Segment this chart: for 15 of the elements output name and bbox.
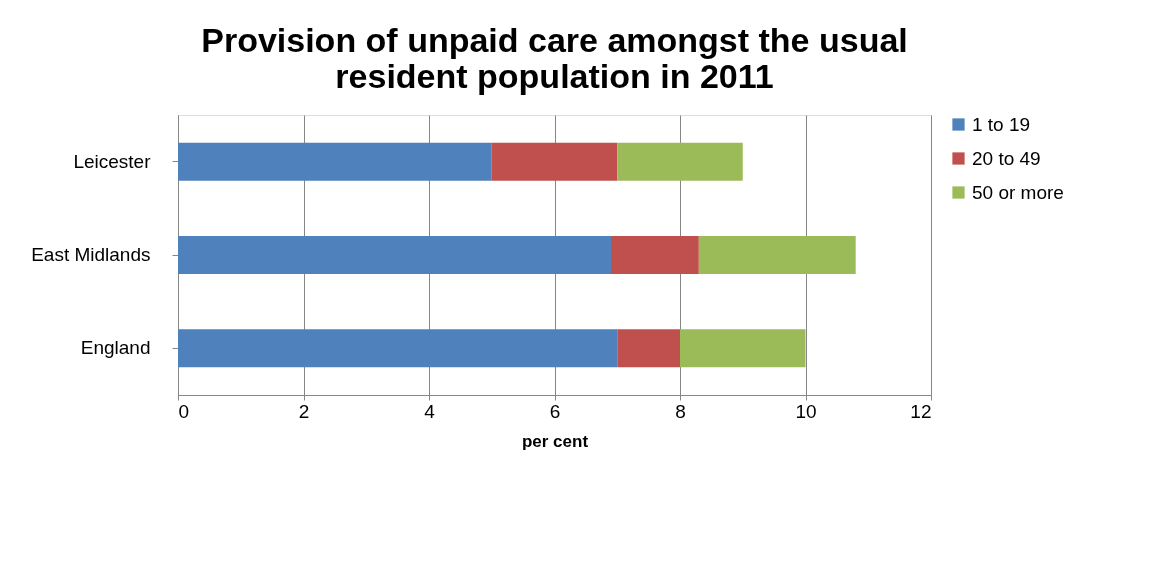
x-tick-label: 2 [298,400,310,422]
y-tick-label: England [80,337,151,359]
x-axis-title: per cent [521,431,589,451]
x-tick-label: 4 [424,400,436,422]
x-tick-label: 12 [910,400,932,422]
legend-label: 20 to 49 [972,147,1041,169]
chart-title: Provision of unpaid care amongst the usual resident population in 2011 [201,21,908,95]
x-tick-label: 8 [675,400,686,422]
legend-label: 1 to 19 [972,113,1031,135]
x-tick-label: 10 [795,400,817,422]
y-tick-label: East Midlands [31,244,151,265]
x-tick-label: 0 [178,400,190,422]
y-tick-label: Leicester [73,150,152,172]
legend-label: 50 or more [972,181,1064,203]
x-tick-label: 6 [549,400,561,422]
